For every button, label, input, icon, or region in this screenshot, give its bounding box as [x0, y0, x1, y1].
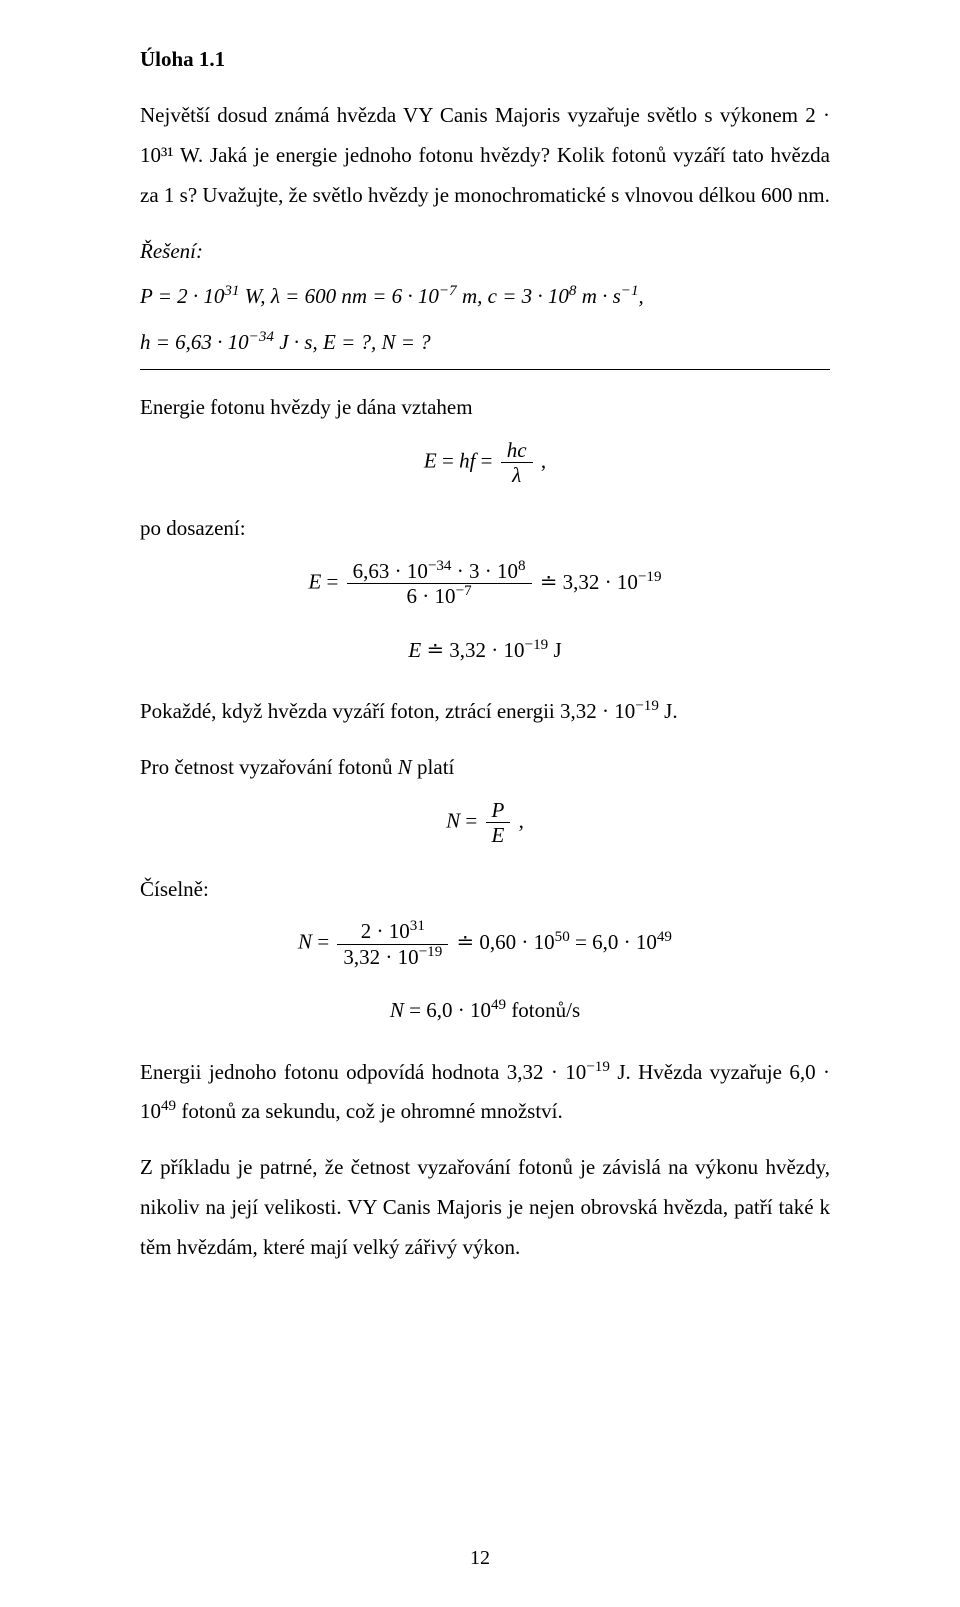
eq-num: 2 · 1031: [337, 919, 448, 943]
energy-loss-text: Pokaždé, když hvězda vyzáří foton, ztrác…: [140, 692, 830, 732]
page-number: 12: [0, 1539, 960, 1577]
eq-num: hc: [501, 438, 533, 462]
eq-fraction: hc λ: [501, 438, 533, 487]
equation-n-result: N = 6,0 · 1049 fotonů/s: [140, 991, 830, 1031]
exercise-title: Úloha 1.1: [140, 40, 830, 80]
eq-suffix: ≐ 0,60 · 1050 = 6,0 · 1049: [457, 930, 672, 954]
given-values-line1: P = 2 · 1031 W, λ = 600 nm = 6 · 10−7 m,…: [140, 277, 830, 317]
given-values-line2: h = 6,63 · 10−34 J · s, E = ?, N = ?: [140, 323, 830, 363]
problem-statement: Největší dosud známá hvězda VY Canis Maj…: [140, 96, 830, 216]
eq-num: 6,63 · 10−34 · 3 · 108: [347, 559, 532, 583]
eq-fraction: 6,63 · 10−34 · 3 · 108 6 · 10−7: [347, 559, 532, 608]
equation-e-hf: E = hf = hc λ ,: [140, 438, 830, 487]
conclusion-paragraph-2: Z příkladu je patrné, že četnost vyzařov…: [140, 1148, 830, 1268]
equation-n-substituted: N = 2 · 1031 3,32 · 10−19 ≐ 0,60 · 1050 …: [140, 919, 830, 968]
after-substitution-label: po dosazení:: [140, 509, 830, 549]
equation-n-pe: N = P E ,: [140, 798, 830, 847]
eq-fraction: P E: [486, 798, 511, 847]
photon-rate-intro: Pro četnost vyzařování fotonů N platí: [140, 748, 830, 788]
separator-rule: [140, 369, 830, 370]
eq-fraction: 2 · 1031 3,32 · 10−19: [337, 919, 448, 968]
eq-prefix: N =: [446, 809, 482, 833]
energy-intro-text: Energie fotonu hvězdy je dána vztahem: [140, 388, 830, 428]
solution-label: Řešení:: [140, 232, 830, 272]
eq-den: 3,32 · 10−19: [337, 944, 448, 969]
eq-suffix: ,: [519, 809, 524, 833]
equation-e-substituted: E = 6,63 · 10−34 · 3 · 108 6 · 10−7 ≐ 3,…: [140, 559, 830, 608]
conclusion-paragraph-1: Energii jednoho fotonu odpovídá hodnota …: [140, 1053, 830, 1133]
eq-prefix: E =: [308, 570, 343, 594]
eq-num: P: [486, 798, 511, 822]
eq-prefix: E = hf =: [424, 449, 498, 473]
eq-den: E: [486, 822, 511, 847]
page: Úloha 1.1 Největší dosud známá hvězda VY…: [0, 0, 960, 1607]
eq-suffix: ,: [541, 449, 546, 473]
eq-den: 6 · 10−7: [347, 583, 532, 608]
eq-prefix: N =: [298, 930, 334, 954]
numerically-label: Číselně:: [140, 870, 830, 910]
eq-suffix: ≐ 3,32 · 10−19: [540, 570, 662, 594]
eq-den: λ: [501, 462, 533, 487]
equation-e-result: E ≐ 3,32 · 10−19 J: [140, 631, 830, 671]
